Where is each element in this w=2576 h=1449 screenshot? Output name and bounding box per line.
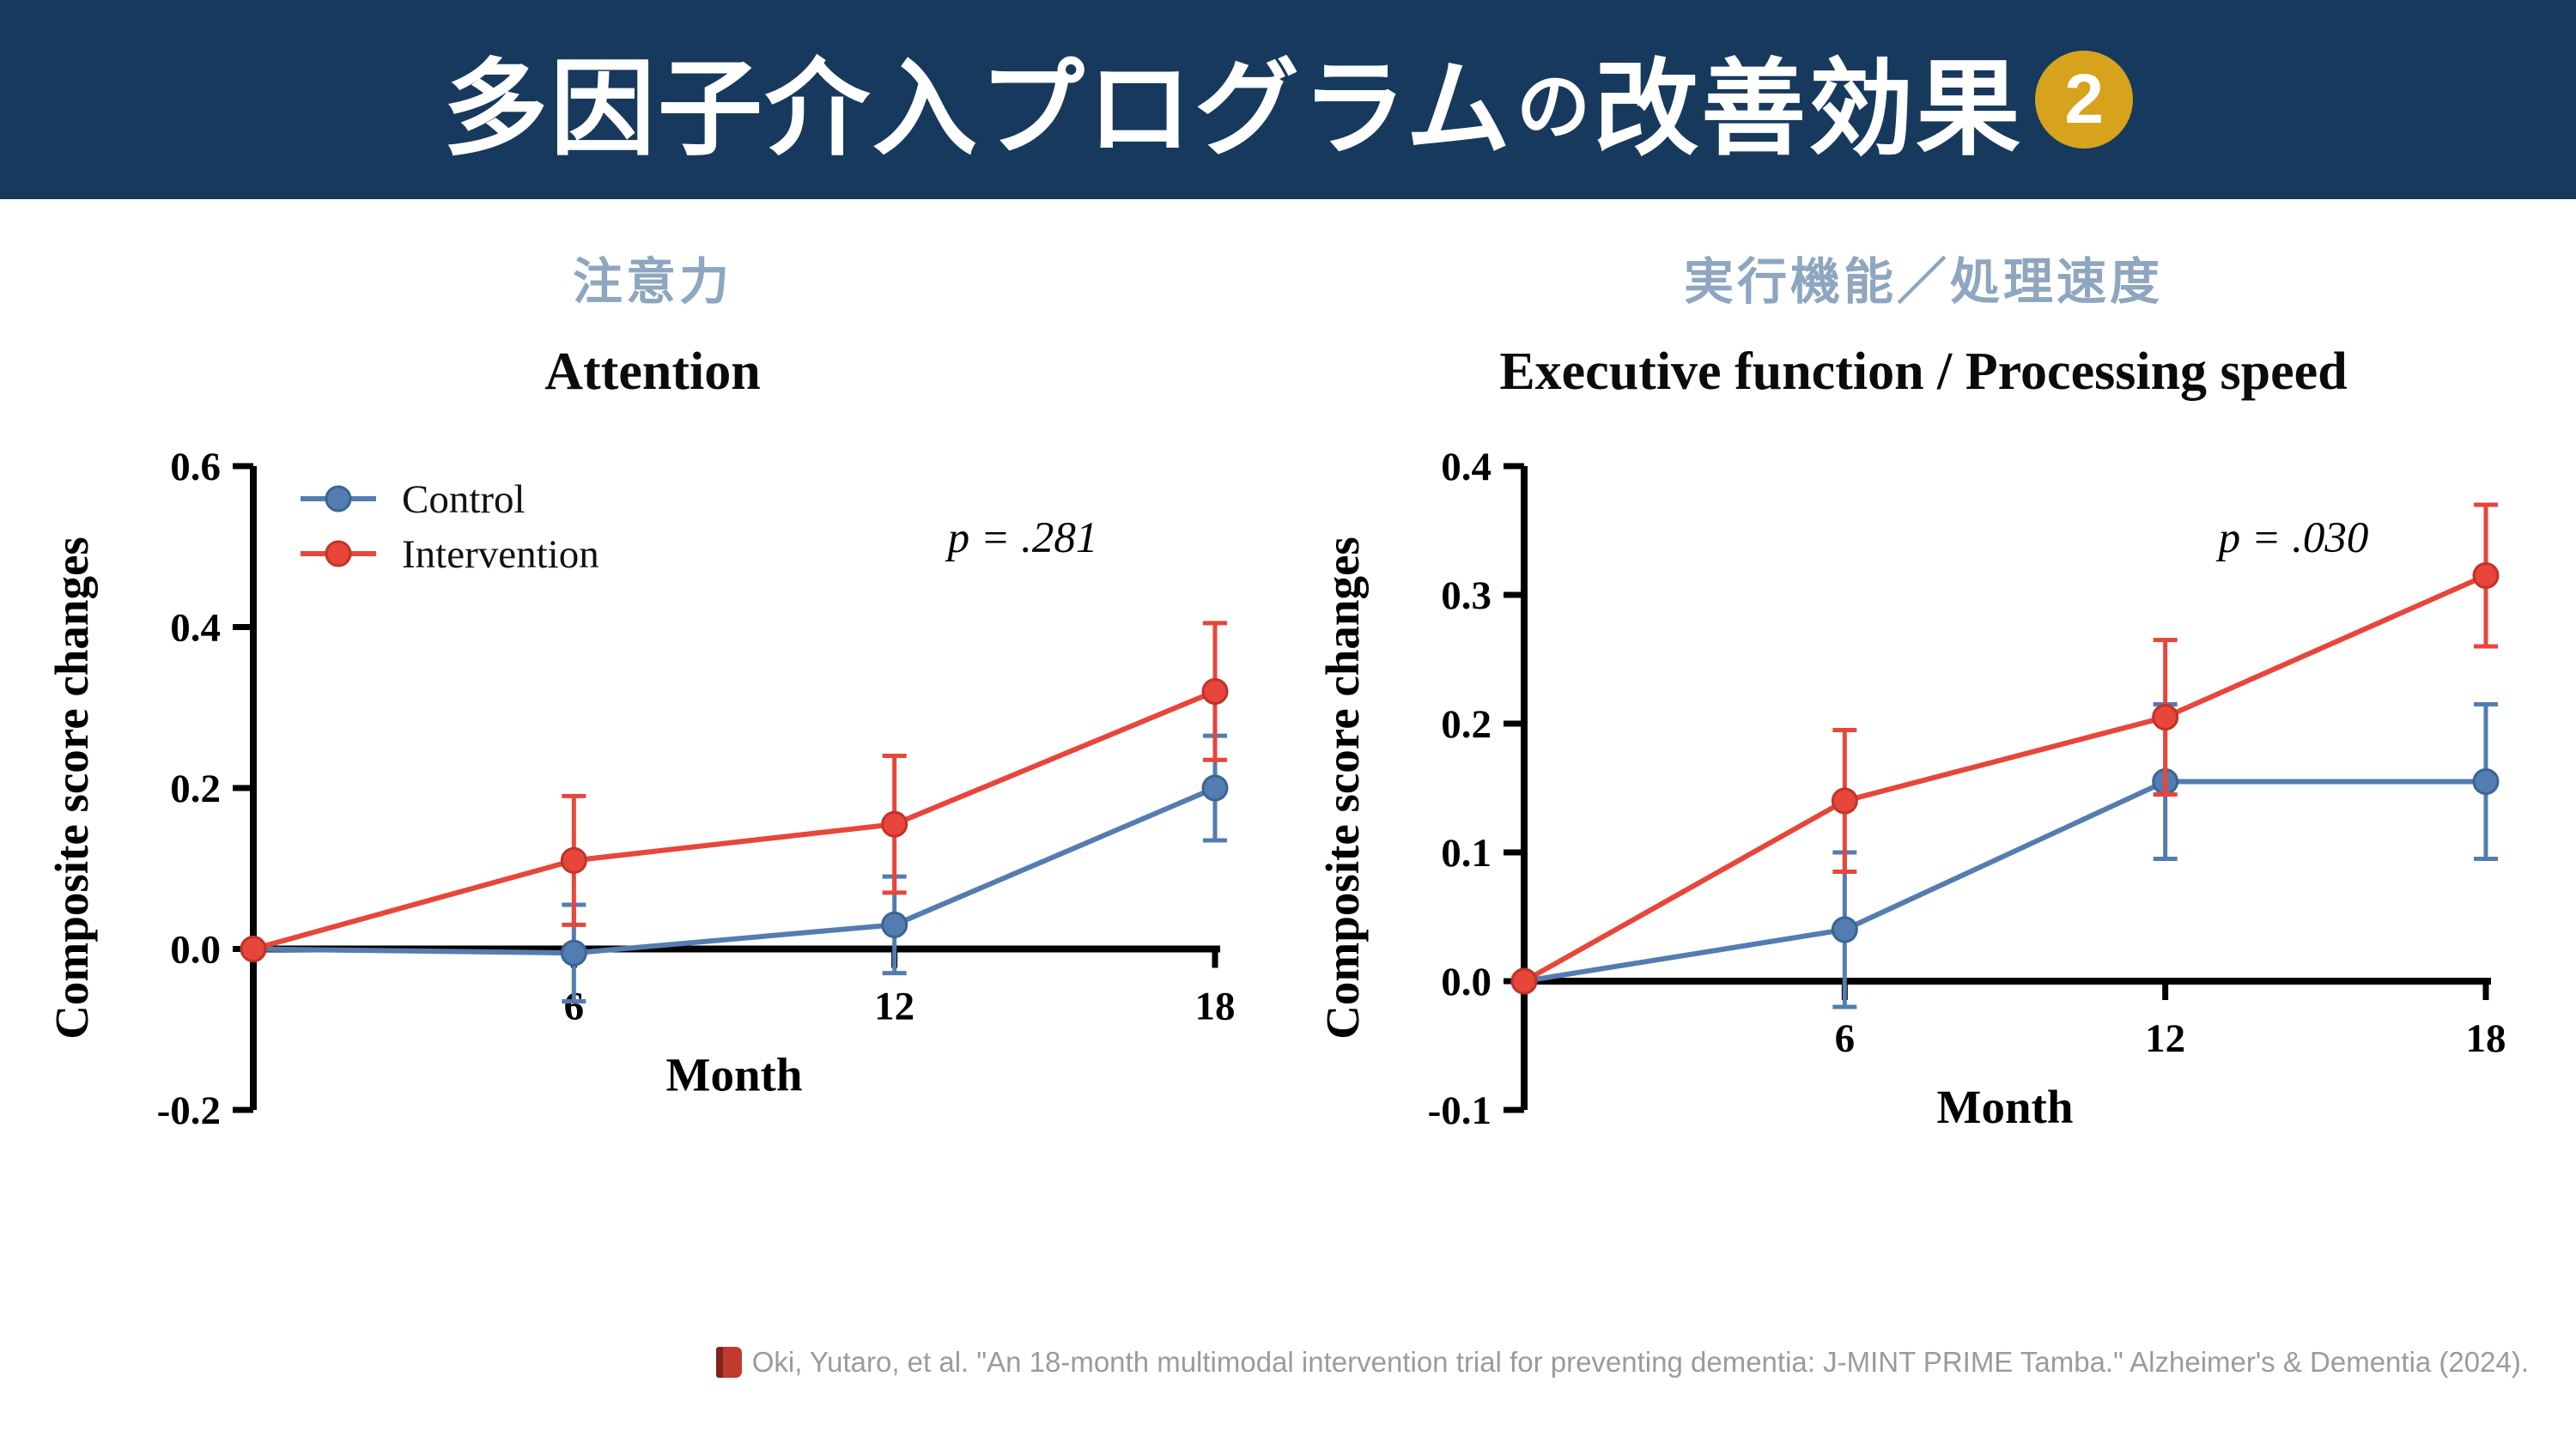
svg-text:0.2: 0.2 bbox=[1441, 702, 1492, 747]
svg-text:6: 6 bbox=[1835, 1016, 1856, 1061]
svg-text:12: 12 bbox=[874, 985, 914, 1029]
title-bar: 多因子介入プログラム の 改善効果 2 bbox=[0, 0, 2576, 199]
slide-title-part-2: の bbox=[1516, 65, 1591, 149]
executive-chart-canvas: Composite score changes -0.1 0.0 0.1 0.2 0.3 0… bbox=[1314, 419, 2533, 1234]
svg-text:0.0: 0.0 bbox=[170, 928, 221, 973]
attention-chart-section: 注意力 Attention Composite score changes -0.… bbox=[43, 230, 1262, 1234]
chart-svg-1: Composite score changes -0.1 0.0 0.1 0.2 0.3 0… bbox=[1322, 445, 2506, 1133]
svg-text:Composite score changes: Composite score changes bbox=[1322, 537, 1369, 1040]
x-axis: 6 12 18 Month bbox=[253, 945, 1236, 1101]
slide-title-part-3: 改善効果 bbox=[1594, 50, 2024, 167]
y-axis-label: Composite score changes bbox=[52, 537, 98, 1040]
citation-text: Oki, Yutaro, et al. "An 18-month multimo… bbox=[751, 1346, 2529, 1378]
series-Intervention bbox=[240, 621, 1229, 962]
attention-chart-canvas: Composite score changes -0.2 0.0 0.2 0.4 0.6 6… bbox=[43, 419, 1262, 1234]
svg-text:Month: Month bbox=[666, 1049, 803, 1101]
svg-text:12: 12 bbox=[2145, 1016, 2185, 1061]
badge-2-icon: 2 bbox=[2035, 51, 2134, 149]
svg-text:0.4: 0.4 bbox=[170, 606, 221, 651]
y-axis: -0.1 0.0 0.1 0.2 0.3 0.4 bbox=[1428, 445, 1528, 1133]
book-icon bbox=[715, 1347, 742, 1378]
series-Control bbox=[240, 733, 1229, 1003]
p-value-label: p = .030 bbox=[2216, 514, 2369, 562]
svg-text:Month: Month bbox=[1937, 1081, 2074, 1133]
charts-row: 注意力 Attention Composite score changes -0.… bbox=[0, 230, 2576, 1234]
svg-text:p = .030: p = .030 bbox=[2216, 514, 2369, 562]
svg-text:-0.2: -0.2 bbox=[157, 1088, 221, 1133]
executive-subtitle-ja: 実行機能／処理速度 bbox=[1683, 254, 2163, 310]
y-axis-label: Composite score changes bbox=[1322, 537, 1369, 1040]
svg-text:0.1: 0.1 bbox=[1441, 831, 1492, 876]
svg-text:6: 6 bbox=[564, 985, 585, 1029]
svg-text:18: 18 bbox=[2466, 1016, 2506, 1061]
y-axis: -0.2 0.0 0.2 0.4 0.6 bbox=[157, 445, 257, 1133]
attention-chart-title: Attention bbox=[544, 342, 761, 401]
chart-svg-0: Composite score changes -0.2 0.0 0.2 0.4 0.6 6… bbox=[52, 445, 1236, 1133]
legend: Control Intervention bbox=[301, 477, 599, 577]
citation-bar: Oki, Yutaro, et al. "An 18-month multimo… bbox=[715, 1346, 2529, 1379]
svg-text:Intervention: Intervention bbox=[402, 532, 599, 577]
x-axis: 6 12 18 Month bbox=[1524, 978, 2506, 1133]
svg-text:Control: Control bbox=[402, 477, 526, 522]
svg-text:18: 18 bbox=[1195, 985, 1236, 1029]
svg-text:Composite score changes: Composite score changes bbox=[52, 537, 98, 1040]
executive-chart-title: Executive function / Processing speed bbox=[1499, 342, 2348, 401]
executive-chart-section: 実行機能／処理速度 Executive function / Processin… bbox=[1314, 230, 2533, 1234]
svg-text:0.0: 0.0 bbox=[1441, 960, 1492, 1004]
svg-text:0.3: 0.3 bbox=[1441, 573, 1492, 618]
svg-text:p = .281: p = .281 bbox=[945, 514, 1098, 562]
series-Intervention bbox=[1510, 502, 2500, 995]
attention-subtitle-ja: 注意力 bbox=[572, 254, 732, 310]
series-Control bbox=[1510, 702, 2500, 1009]
p-value-label: p = .281 bbox=[945, 514, 1098, 562]
svg-text:-0.1: -0.1 bbox=[1428, 1088, 1492, 1133]
svg-text:0.6: 0.6 bbox=[170, 445, 221, 489]
svg-text:0.2: 0.2 bbox=[170, 767, 221, 811]
svg-text:0.4: 0.4 bbox=[1441, 445, 1492, 489]
slide-title-part-1: 多因子介入プログラム bbox=[442, 50, 1514, 167]
